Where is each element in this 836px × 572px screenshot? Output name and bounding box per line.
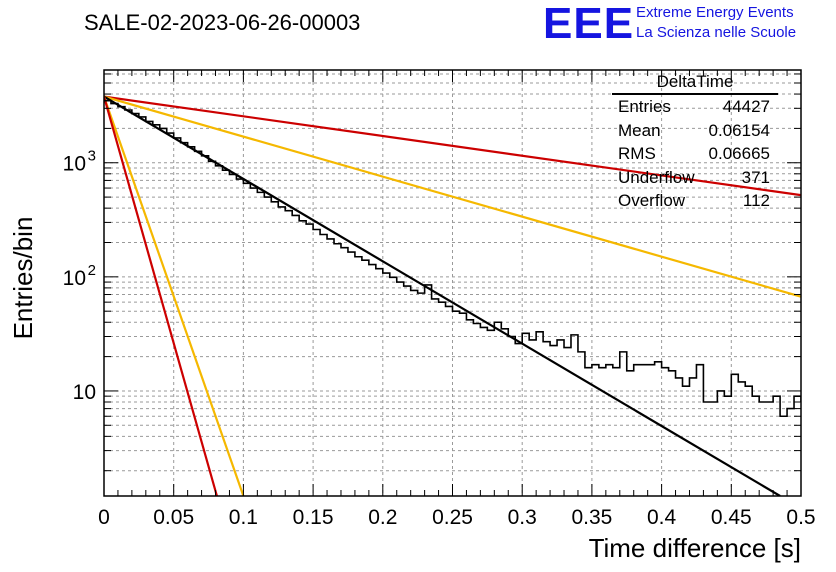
x-tick-label: 0.3 — [508, 506, 537, 529]
stats-row-entries: Entries 44427 — [612, 95, 778, 119]
stats-rows: Entries 44427 Mean 0.06154 RMS 0.06665 Underfl… — [612, 95, 778, 213]
histogram-step-line — [104, 99, 801, 418]
stats-value: 0.06665 — [708, 144, 770, 163]
y-tick-label: 10 — [63, 267, 86, 290]
stats-value: 371 — [741, 167, 770, 187]
stats-label: RMS — [618, 144, 656, 163]
eee-logo-mark: EEE — [543, 0, 635, 48]
stats-box: DeltaTime Entries 44427 Mean 0.06154 RMS 0.06… — [612, 71, 778, 213]
y-tick-label: 10 — [73, 381, 96, 404]
y-tick-exponent: 2 — [88, 262, 96, 279]
x-tick-label: 0.05 — [153, 506, 194, 529]
fit-line-0 — [104, 95, 801, 197]
y-axis-title: Entries/bin — [8, 217, 38, 340]
stats-row-underflow: Underflow 371 — [612, 166, 778, 190]
stats-row-rms: RMS 0.06665 — [612, 142, 778, 166]
stats-label: Underflow — [618, 167, 695, 187]
x-tick-label: 0 — [98, 506, 110, 529]
stats-label: Mean — [618, 120, 661, 140]
fit-lines — [104, 95, 801, 496]
x-tick-label: 0.15 — [293, 506, 334, 529]
fit-line-4 — [104, 96, 218, 496]
stats-row-mean: Mean 0.06154 — [612, 119, 778, 143]
y-tick-label: 10 — [63, 153, 86, 176]
fit-line-1 — [104, 95, 801, 298]
eee-logo-line2: La Scienza nelle Scuole — [636, 24, 797, 41]
x-tick-label: 0.5 — [786, 506, 815, 529]
x-tick-label: 0.45 — [711, 506, 752, 529]
stats-row-overflow: Overflow 112 — [612, 189, 778, 213]
x-tick-label: 0.4 — [647, 506, 677, 529]
fit-line-3 — [104, 96, 245, 496]
x-tick-label: 0.25 — [432, 506, 473, 529]
fit-line-2 — [104, 95, 781, 496]
x-tick-label: 0.1 — [229, 506, 258, 529]
eee-logo-line1: Extreme Energy Events — [636, 4, 794, 21]
chart-title: SALE-02-2023-06-26-00003 — [84, 10, 361, 35]
y-tick-exponent: 3 — [88, 148, 96, 165]
stats-value: 44427 — [722, 97, 770, 116]
x-tick-label: 0.2 — [368, 506, 397, 529]
stats-value: 112 — [742, 191, 770, 210]
stats-label: Entries — [618, 97, 671, 116]
axis-ticks: 0 0.05 0.1 0.15 0.2 0.25 0.3 0.35 0.4 0.45 0.5 10 10… — [63, 70, 816, 529]
x-axis-title: Time difference [s] — [589, 533, 801, 563]
stats-value: 0.06154 — [708, 120, 770, 140]
x-tick-label: 0.35 — [571, 506, 612, 529]
stats-label: Overflow — [618, 191, 686, 210]
stats-box-title: DeltaTime — [612, 71, 778, 95]
histogram-series — [104, 99, 801, 418]
